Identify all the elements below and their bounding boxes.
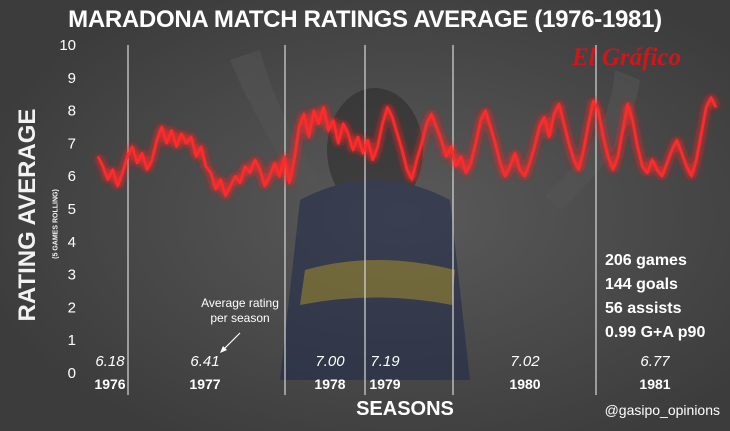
season-label: 1976: [94, 376, 125, 392]
chart-title: MARADONA MATCH RATINGS AVERAGE (1976-198…: [68, 6, 662, 33]
rating-line: [96, 96, 718, 198]
author-credit: @gasipo_opinions: [604, 402, 720, 418]
y-tick-label: 8: [68, 103, 76, 120]
y-tick-label: 3: [68, 267, 76, 284]
y-tick-label: 1: [68, 332, 76, 349]
y-tick-label: 10: [59, 37, 76, 54]
season-average-label: 6.77: [640, 353, 670, 370]
season-average-label: 6.18: [95, 353, 125, 370]
y-tick-label: 4: [68, 234, 76, 251]
x-axis-label: SEASONS: [356, 398, 454, 420]
season-label: 1978: [314, 376, 345, 392]
y-tick-label: 9: [68, 70, 76, 87]
stat-assists: 56 assists: [605, 300, 682, 317]
y-tick-label: 5: [68, 201, 76, 218]
stats-box: 206 games 144 goals 56 assists 0.99 G+A …: [605, 249, 705, 345]
stat-goals: 144 goals: [605, 276, 678, 293]
annotation-arrowhead: [220, 346, 227, 353]
season-average-label: 7.19: [370, 353, 400, 370]
season-label: 1980: [509, 376, 540, 392]
season-average-label: 7.00: [315, 353, 345, 370]
season-average-label: 6.41: [190, 353, 219, 370]
y-tick-label: 6: [68, 168, 76, 185]
season-label: 1981: [639, 376, 670, 392]
y-tick-label: 0: [68, 365, 76, 382]
stat-games: 206 games: [605, 252, 687, 269]
season-average-label: 7.02: [510, 353, 540, 370]
stat-ga-p90: 0.99 G+A p90: [605, 324, 706, 341]
y-axis-sublabel: (5 GAMES ROLLING): [52, 189, 60, 259]
annotation-text: Average rating per season: [190, 296, 290, 326]
y-axis-label: RATING AVERAGE: [14, 108, 41, 322]
season-label: 1977: [189, 376, 220, 392]
y-tick-label: 7: [68, 135, 76, 152]
annotation-line-1: Average rating: [201, 296, 279, 310]
y-tick-label: 2: [68, 299, 76, 316]
season-label: 1979: [369, 376, 400, 392]
annotation-line-2: per season: [210, 311, 270, 325]
el-grafico-logo: El Gráfico: [572, 44, 682, 71]
